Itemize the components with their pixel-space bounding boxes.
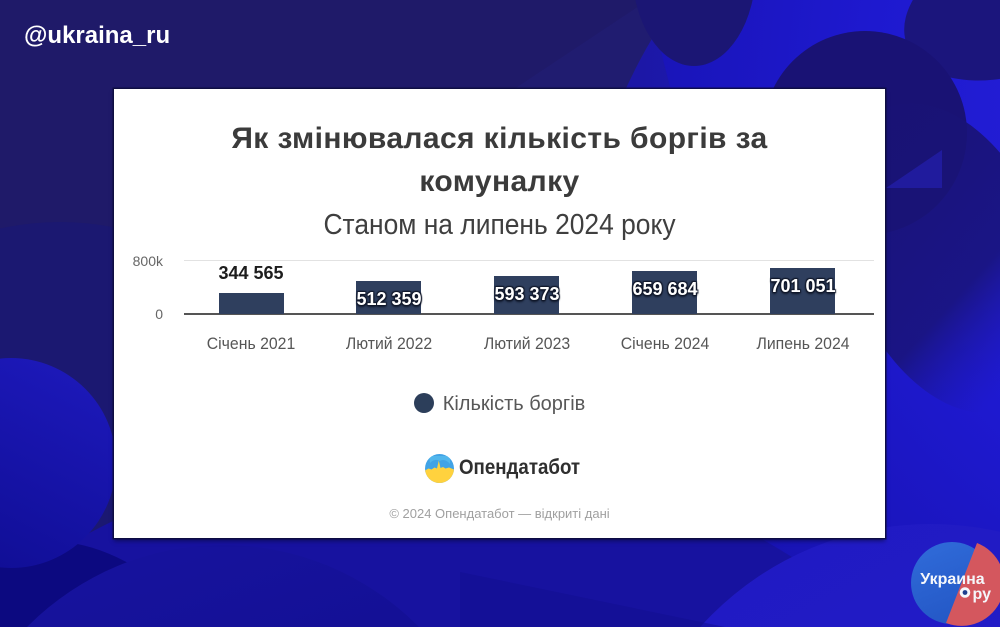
svg-text:Украина: Украина [920,571,985,588]
svg-text:ру: ру [973,586,992,603]
